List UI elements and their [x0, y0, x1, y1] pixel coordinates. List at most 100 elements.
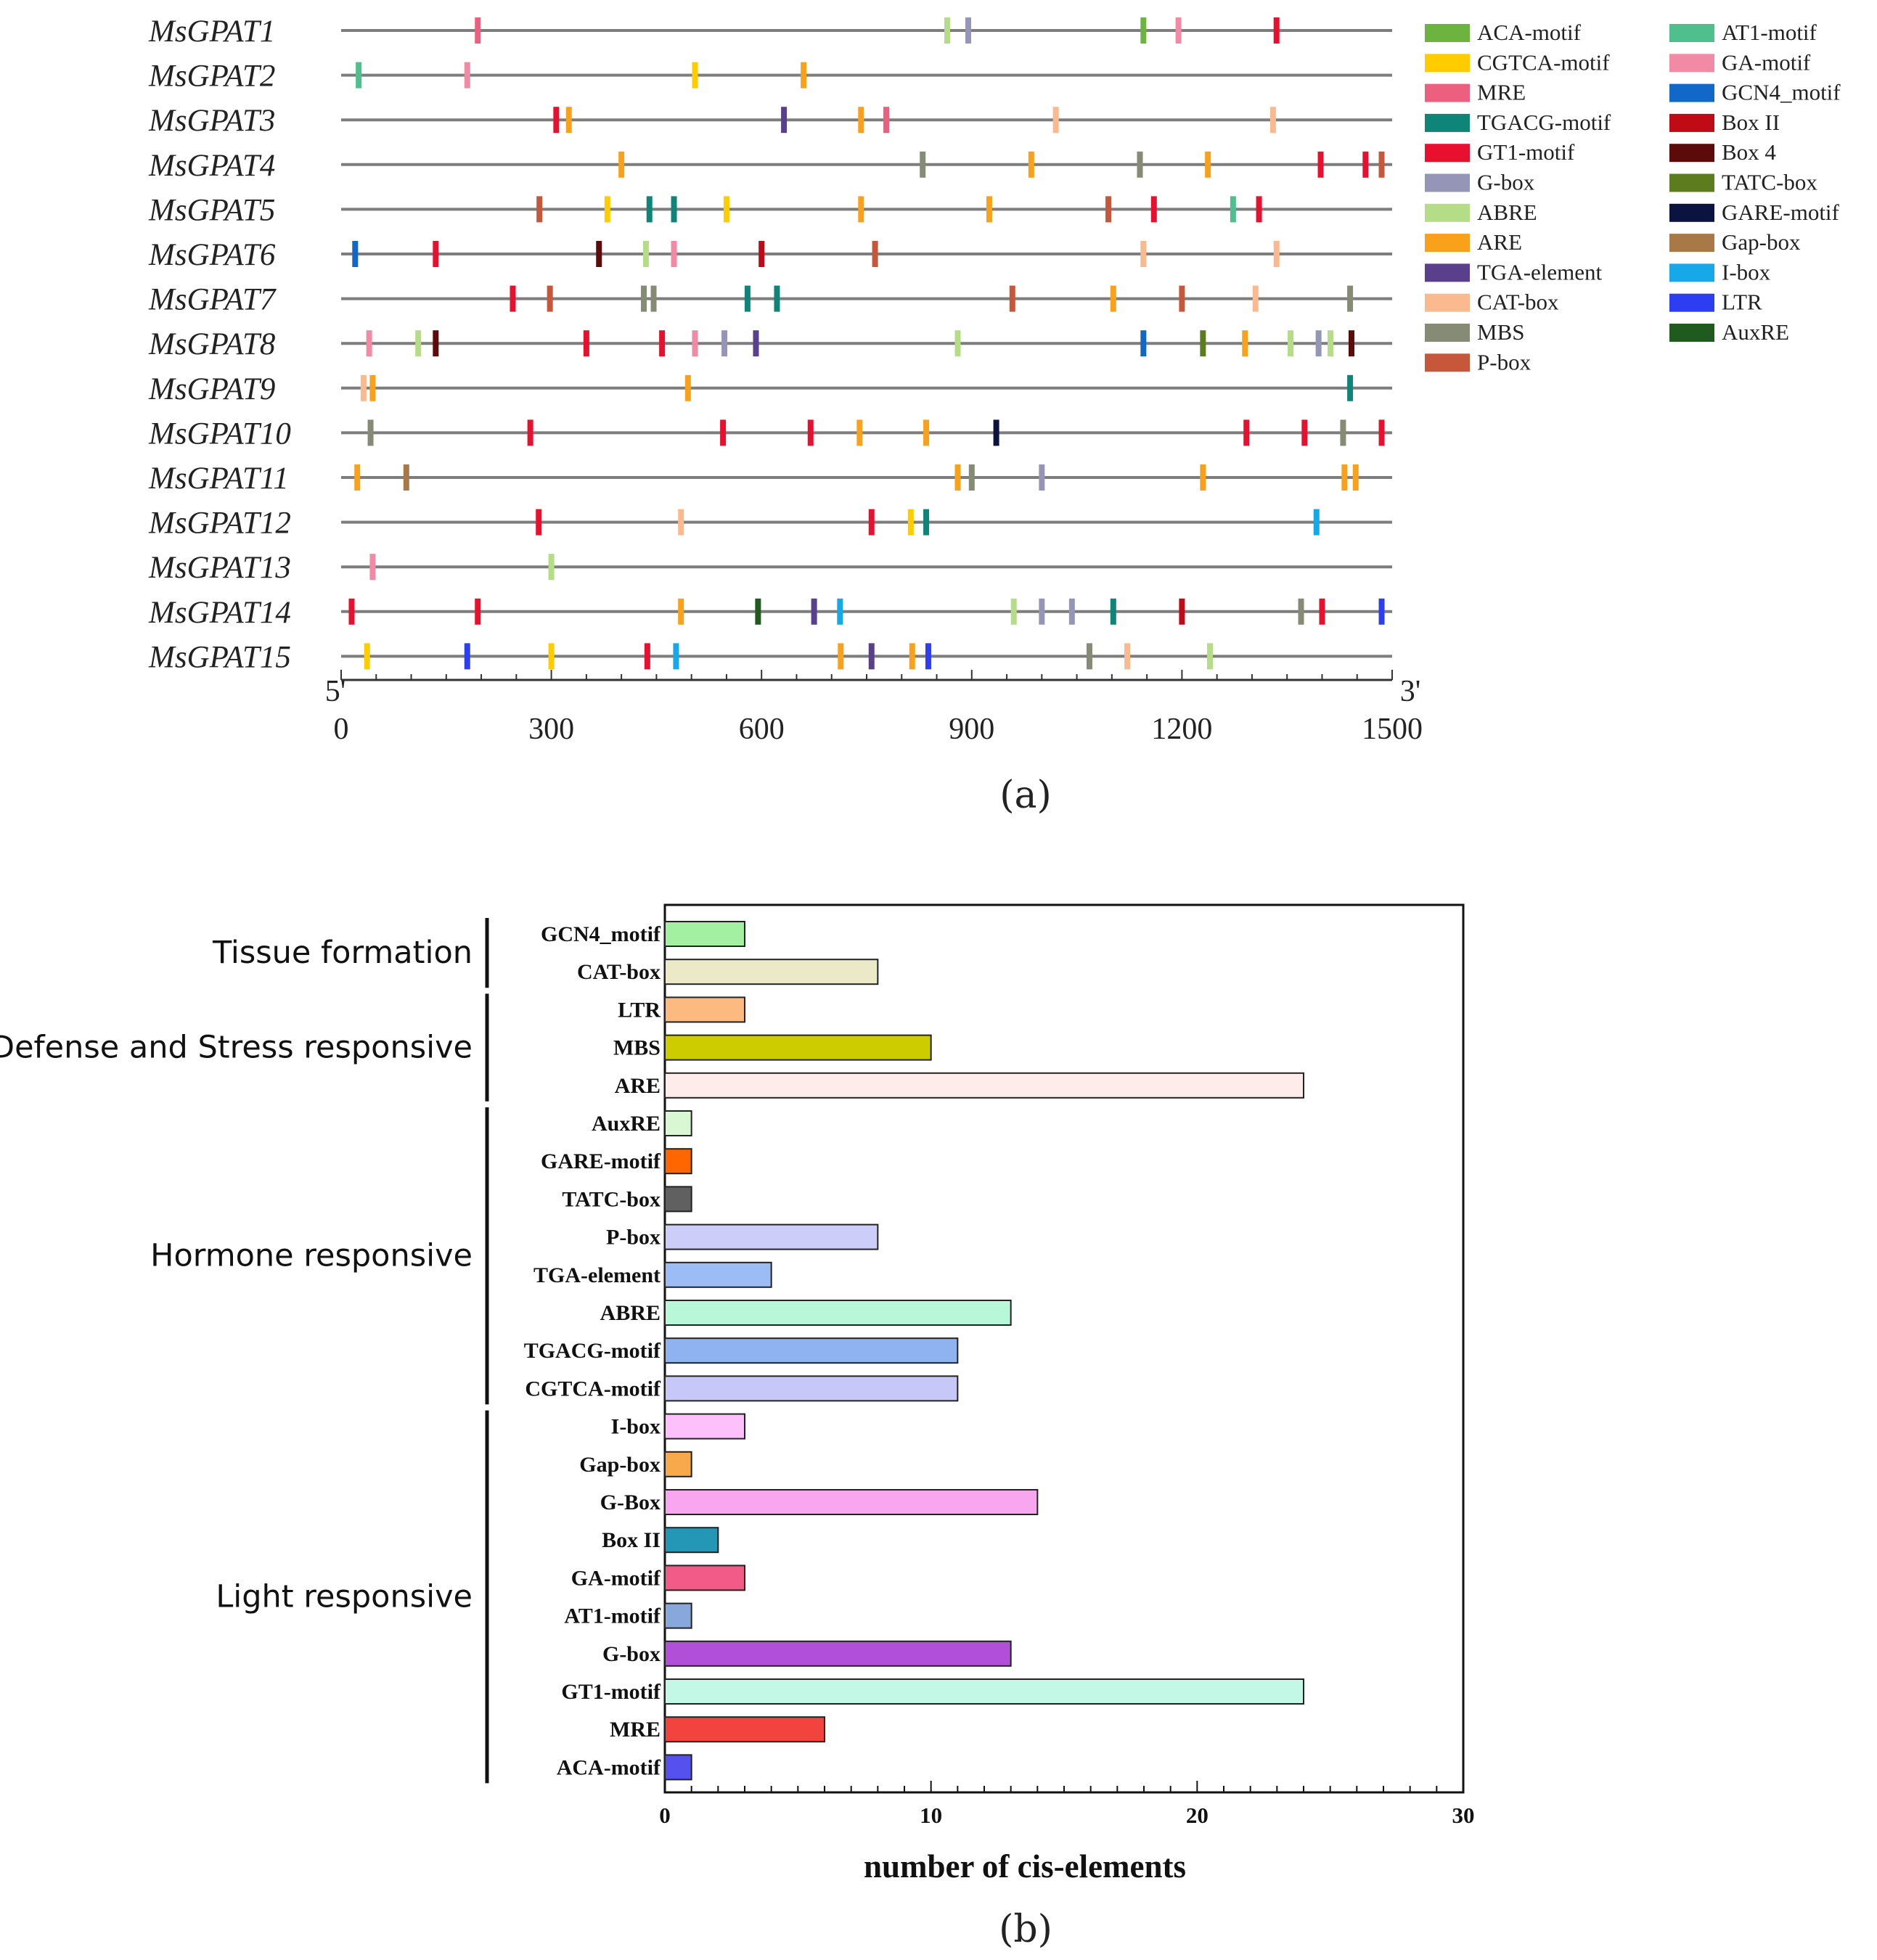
motif-mark-are [858, 107, 864, 134]
gene-label-msgpat13: MsGPAT13 [148, 551, 291, 585]
legend-swatch-aca-motif [1425, 24, 1470, 42]
motif-mark-ga-motif [671, 241, 677, 267]
motif-mark-are [954, 464, 961, 491]
gene-label-msgpat9: MsGPAT9 [148, 372, 275, 406]
motif-mark-at1-motif [356, 62, 362, 89]
motif-mark-cat-box [1052, 107, 1059, 134]
axis-tick-label: 1500 [1362, 713, 1423, 746]
legend-swatch-i-box [1669, 263, 1714, 282]
legend-label-box-4: Box 4 [1722, 139, 1776, 165]
motif-mark-are [801, 62, 807, 89]
three-prime-label: 3' [1400, 675, 1421, 708]
x-tick-label: 10 [920, 1803, 942, 1828]
legend-swatch-gare-motif [1669, 203, 1714, 222]
motif-mark-gt1-motif [1273, 17, 1280, 44]
motif-mark-p-box [536, 196, 543, 223]
motif-mark-cat-box [1252, 285, 1259, 312]
motif-mark-are [1352, 464, 1359, 491]
motif-mark-abre [944, 17, 951, 44]
motif-mark-i-box [673, 643, 679, 670]
bar-gcn4-motif [664, 921, 745, 947]
bar-g-box [664, 1640, 1012, 1667]
category-labels: GCN4_motif CAT-box LTR MBS ARE AuxRE GARE-moti… [524, 922, 661, 1779]
motif-mark-tgacg-motif [671, 196, 677, 223]
bar-ltr [664, 996, 745, 1023]
motif-mark-gt1-motif [510, 285, 516, 312]
motif-mark-gt1-motif [527, 419, 533, 446]
category-label-mre: MRE [610, 1718, 661, 1742]
motif-mark-p-box [1378, 151, 1385, 178]
motif-mark-tgacg-motif [923, 509, 930, 536]
group-brackets: Tissue formation Defense and Stress respo… [0, 918, 489, 1784]
motif-mark-p-box [547, 285, 553, 312]
motif-mark-mbs [1086, 643, 1092, 670]
motif-mark-tga-element [811, 598, 817, 625]
legend-label-g-box: G-box [1477, 170, 1535, 195]
motif-mark-are [678, 598, 684, 625]
motif-mark-are [1341, 464, 1348, 491]
legend-swatch-box-4 [1669, 144, 1714, 163]
motif-mark-ga-motif [369, 554, 376, 581]
motif-mark-i-box [1313, 509, 1320, 536]
category-label-gare-motif: GARE-motif [541, 1149, 661, 1173]
gene-label-msgpat4: MsGPAT4 [148, 149, 275, 183]
motif-mark-at1-motif [1230, 196, 1236, 223]
legend-label-gap-box: Gap-box [1722, 229, 1801, 255]
motif-mark-cat-box [1273, 241, 1280, 267]
motif-mark-gt1-motif [659, 330, 666, 357]
motif-mark-are [923, 419, 930, 446]
legend-swatch-cgtca-motif [1425, 54, 1470, 73]
motif-mark-tga-element [781, 107, 788, 134]
motif-mark-gt1-motif [348, 598, 355, 625]
motif-mark-mbs [1137, 151, 1143, 178]
x-axis: 0 10 20 30 [659, 1781, 1475, 1828]
motif-mark-abre [1288, 330, 1294, 357]
bars [664, 921, 1304, 1781]
legend-swatch-at1-motif [1669, 24, 1714, 42]
legend-label-tatc-box: TATC-box [1722, 170, 1817, 195]
legend-swatch-tgacg-motif [1425, 113, 1470, 132]
legend-label-box-ii: Box II [1722, 110, 1780, 135]
motif-mark-tgacg-motif [774, 285, 780, 312]
gene-label-msgpat10: MsGPAT10 [148, 417, 291, 451]
motif-mark-ltr [1378, 598, 1385, 625]
motif-mark-p-box [1179, 285, 1185, 312]
motif-mark-g-box [1315, 330, 1322, 357]
legend-swatch-p-box [1425, 353, 1470, 372]
motif-mark-are [838, 643, 844, 670]
legend-label-mbs: MBS [1477, 319, 1524, 345]
bar-gare-motif [664, 1148, 692, 1175]
motif-mark-cgtca-motif [907, 509, 914, 536]
legend-label-abre: ABRE [1477, 200, 1537, 225]
motif-mark-abre [1207, 643, 1214, 670]
motif-mark-gt1-motif [720, 419, 727, 446]
motif-mark-cat-box [678, 509, 684, 536]
x-tick-label: 0 [659, 1803, 671, 1828]
bar-tga-element [664, 1261, 772, 1288]
motif-mark-ga-motif [1175, 17, 1182, 44]
legend-swatch-tga-element [1425, 263, 1470, 282]
motif-mark-gt1-motif [1243, 419, 1250, 446]
motif-mark-box-4 [596, 241, 602, 267]
motif-mark-g-box [965, 17, 971, 44]
motif-mark-tga-element [868, 643, 875, 670]
axis-tick-label: 900 [949, 713, 994, 746]
motif-mark-box-4 [1349, 330, 1355, 357]
motif-mark-cgtca-motif [692, 62, 698, 89]
legend-swatch-abre [1425, 203, 1470, 222]
motif-mark-tga-element [753, 330, 759, 357]
category-label-at1-motif: AT1-motif [564, 1604, 661, 1628]
motif-mark-gt1-motif [475, 598, 481, 625]
motif-mark-box-4 [433, 330, 439, 357]
group-label-hormone-responsive: Hormone responsive [150, 1238, 473, 1274]
motif-mark-abre [548, 554, 555, 581]
axis-tick-label: 0 [334, 713, 349, 746]
category-label-are: ARE [615, 1074, 661, 1098]
motif-mark-gt1-motif [553, 107, 560, 134]
motif-mark-gt1-motif [1317, 151, 1324, 178]
legend-swatch-g-box [1425, 173, 1470, 192]
legend-swatch-ga-motif [1669, 54, 1714, 73]
motif-mark-tgacg-motif [744, 285, 751, 312]
motif-mark-cgtca-motif [723, 196, 729, 223]
motif-mark-are [1205, 151, 1211, 178]
